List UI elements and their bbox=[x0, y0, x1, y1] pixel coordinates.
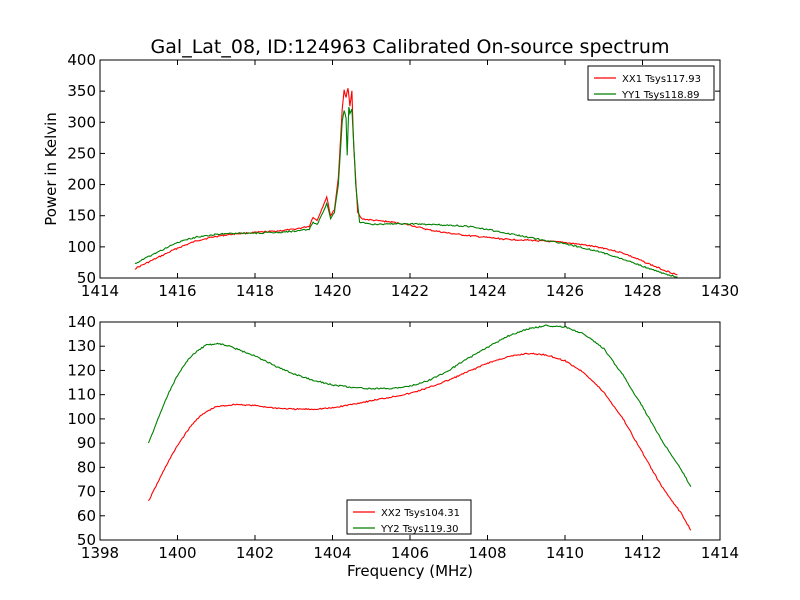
x-tick-label: 1422 bbox=[391, 282, 429, 300]
x-axis-label: Frequency (MHz) bbox=[347, 562, 473, 580]
y-tick-label: 110 bbox=[67, 386, 96, 404]
y-tick-label: 100 bbox=[67, 410, 96, 428]
x-tick-label: 1410 bbox=[546, 544, 584, 562]
y-tick-label: 140 bbox=[67, 313, 96, 331]
legend-label: XX2 Tsys104.31 bbox=[381, 508, 460, 519]
y-tick-label: 50 bbox=[77, 269, 96, 287]
y-tick-label: 150 bbox=[67, 207, 96, 225]
legend-label: YY2 Tsys119.30 bbox=[380, 524, 459, 535]
y-tick-label: 350 bbox=[67, 82, 96, 100]
x-tick-label: 1402 bbox=[236, 544, 274, 562]
x-tick-label: 1426 bbox=[546, 282, 584, 300]
x-tick-label: 1418 bbox=[236, 282, 274, 300]
x-tick-label: 1430 bbox=[701, 282, 739, 300]
series-line-1-2 bbox=[134, 106, 678, 278]
figure-title: Gal_Lat_08, ID:124963 Calibrated On-sour… bbox=[151, 36, 670, 58]
x-tick-label: 1420 bbox=[313, 282, 351, 300]
y-axis-label: Power in Kelvin bbox=[42, 112, 60, 226]
top-panel: 1414 1416 1418 1420 1422 1424 1426 1428 1430 50 10… bbox=[67, 51, 739, 300]
y-tick-label: 100 bbox=[67, 238, 96, 256]
bottom-panel: 1398 1400 1402 1404 1406 1408 1410 1412 1414 50 60… bbox=[67, 313, 739, 562]
y-tick-label: 90 bbox=[77, 434, 96, 452]
y-tick-label: 120 bbox=[67, 361, 96, 379]
y-tick-label: 70 bbox=[77, 483, 96, 501]
x-tick-label: 1406 bbox=[391, 544, 429, 562]
x-tick-label: 1424 bbox=[468, 282, 506, 300]
series-line-2-1 bbox=[147, 352, 692, 531]
y-tick-label: 50 bbox=[77, 531, 96, 549]
x-tick-label: 1412 bbox=[623, 544, 661, 562]
y-tick-label: 400 bbox=[67, 51, 96, 69]
x-tick-label: 1416 bbox=[158, 282, 196, 300]
x-tick-label: 1398 bbox=[81, 544, 119, 562]
y-tick-label: 200 bbox=[67, 176, 96, 194]
legend-label: XX1 Tsys117.93 bbox=[622, 74, 701, 85]
x-tick-label: 1414 bbox=[701, 544, 739, 562]
x-tick-label: 1414 bbox=[81, 282, 119, 300]
y-tick-label: 60 bbox=[77, 507, 96, 525]
x-tick-label: 1428 bbox=[623, 282, 661, 300]
y-tick-label: 300 bbox=[67, 113, 96, 131]
legend: XX2 Tsys104.31 YY2 Tsys119.30 bbox=[346, 499, 472, 535]
y-tick-label: 250 bbox=[67, 144, 96, 162]
y-tick-label: 130 bbox=[67, 337, 96, 355]
series-line-2-2 bbox=[147, 324, 692, 487]
y-tick-label: 80 bbox=[77, 458, 96, 476]
x-tick-label: 1408 bbox=[468, 544, 506, 562]
legend: XX1 Tsys117.93 YY1 Tsys118.89 bbox=[587, 65, 715, 101]
x-tick-label: 1404 bbox=[313, 544, 351, 562]
x-tick-label: 1400 bbox=[158, 544, 196, 562]
legend-label: YY1 Tsys118.89 bbox=[621, 90, 700, 101]
